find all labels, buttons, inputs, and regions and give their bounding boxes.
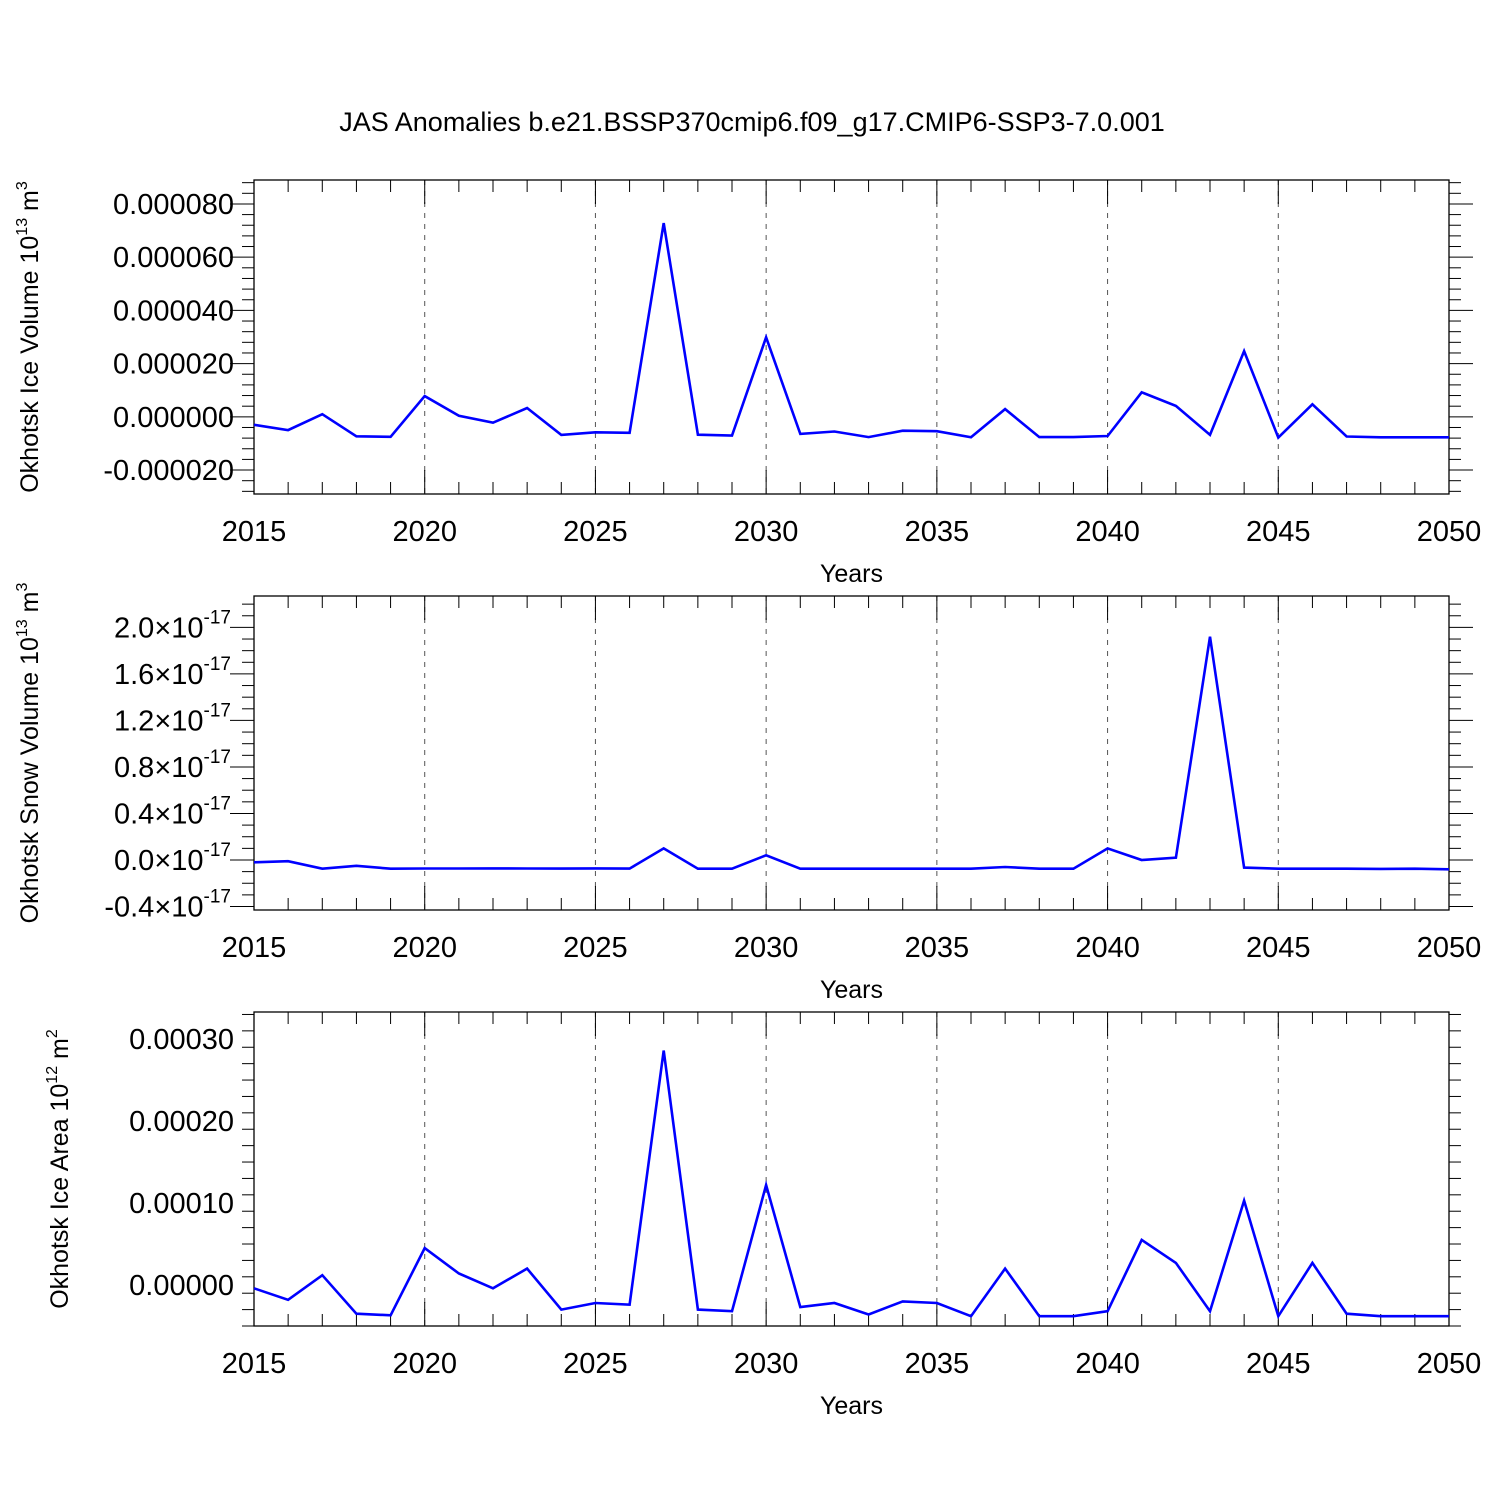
x-tick-label: 2030 bbox=[734, 1348, 799, 1380]
x-tick-label: 2050 bbox=[1417, 516, 1482, 548]
panel-ice-area: 0.00000 0.00010 0.00020 0.00030 2015 2020 2025… bbox=[44, 1011, 1482, 1420]
y-tick-label: -0.4×10-17 bbox=[104, 887, 231, 924]
y-tick-value: 0.4 bbox=[114, 798, 154, 830]
y-tick-value: 1.2 bbox=[114, 705, 154, 737]
plot-frame bbox=[253, 179, 1450, 495]
y-axis-label-exp: 13 bbox=[14, 619, 31, 637]
y-tick-exponent: -17 bbox=[204, 887, 231, 908]
y-tick-label: 0.000000 bbox=[113, 402, 234, 434]
x-tick-label: 2020 bbox=[392, 1348, 457, 1380]
y-tick-value: 0.8 bbox=[114, 752, 154, 784]
y-tick-label: 1.6×10-17 bbox=[114, 654, 231, 691]
y-tick-value: 2.0 bbox=[114, 612, 154, 644]
y-tick-label: -0.000020 bbox=[103, 455, 234, 487]
y-axis-label-unit: m bbox=[16, 592, 44, 620]
y-axis-label-text: Okhotsk Ice Area 10 bbox=[46, 1084, 74, 1309]
y-tick-exponent: -17 bbox=[204, 840, 231, 861]
x-tick-label: 2025 bbox=[563, 516, 628, 548]
series-line bbox=[253, 636, 1450, 871]
x-tick-label: 2045 bbox=[1246, 932, 1311, 964]
panel-snow-volume: -0.4×10-170.0×10-170.4×10-170.8×10-171.2… bbox=[14, 583, 1481, 1004]
y-tick-value: 1.6 bbox=[114, 659, 154, 691]
y-tick-multiplier: ×10 bbox=[154, 612, 203, 644]
x-tick-label: 2015 bbox=[222, 516, 287, 548]
x-tick-label: 2045 bbox=[1246, 1348, 1311, 1380]
x-tick-label: 2015 bbox=[222, 1348, 287, 1380]
y-tick-value: 0.0 bbox=[114, 845, 154, 877]
y-tick-label: 0.8×10-17 bbox=[114, 747, 231, 784]
y-tick-exponent: -17 bbox=[204, 654, 231, 675]
y-tick-multiplier: ×10 bbox=[154, 892, 203, 924]
y-tick-exponent: -17 bbox=[204, 747, 231, 768]
x-tick-label: 2030 bbox=[734, 932, 799, 964]
plot-frame bbox=[253, 595, 1450, 911]
y-tick-multiplier: ×10 bbox=[154, 705, 203, 737]
series-line bbox=[253, 1050, 1449, 1320]
x-axis-label: Years bbox=[820, 560, 883, 588]
y-tick-label: 1.2×10-17 bbox=[114, 700, 231, 737]
series-line bbox=[253, 222, 1449, 440]
x-tick-label: 2035 bbox=[905, 1348, 970, 1380]
y-axis-label: Okhotsk Ice Area 1012 m2 bbox=[44, 1029, 74, 1309]
x-tick-label: 2035 bbox=[905, 516, 970, 548]
y-tick-label: 0.00020 bbox=[129, 1106, 234, 1138]
y-axis-label-unit-exp: 3 bbox=[14, 181, 31, 190]
y-axis-label: Okhotsk Ice Volume 1013 m3 bbox=[14, 181, 44, 493]
y-axis-label-unit: m bbox=[46, 1038, 74, 1066]
panels: -0.000020 0.000000 0.000020 0.000040 0.00006… bbox=[14, 179, 1482, 1420]
y-axis-label: Okhotsk Snow Volume 1013 m3 bbox=[14, 583, 44, 924]
y-axis-label-unit-exp: 3 bbox=[14, 583, 31, 592]
y-axis-label-unit: m bbox=[16, 190, 44, 218]
y-axis-label-exp: 12 bbox=[44, 1066, 61, 1084]
y-tick-label: 0.00010 bbox=[129, 1188, 234, 1220]
y-tick-multiplier: ×10 bbox=[154, 798, 203, 830]
panel-ice-volume: -0.000020 0.000000 0.000020 0.000040 0.00006… bbox=[14, 179, 1482, 588]
y-tick-label: 0.000040 bbox=[113, 295, 234, 327]
y-tick-label: 0.000060 bbox=[113, 242, 234, 274]
x-tick-label: 2030 bbox=[734, 516, 799, 548]
y-axis-label-exp: 13 bbox=[14, 218, 31, 236]
y-tick-label: 0.00030 bbox=[129, 1024, 234, 1056]
y-tick-multiplier: ×10 bbox=[154, 659, 203, 691]
x-tick-label: 2050 bbox=[1417, 932, 1482, 964]
y-tick-label: 0.000020 bbox=[113, 349, 234, 381]
plot-frame bbox=[253, 1011, 1450, 1327]
y-tick-label: 0.4×10-17 bbox=[114, 793, 231, 830]
y-tick-label: 0.000080 bbox=[113, 189, 234, 221]
x-tick-label: 2025 bbox=[563, 932, 628, 964]
y-tick-label: 0.0×10-17 bbox=[114, 840, 231, 877]
y-tick-value: -0.4 bbox=[104, 892, 154, 924]
x-tick-label: 2045 bbox=[1246, 516, 1311, 548]
x-tick-label: 2020 bbox=[392, 516, 457, 548]
x-tick-label: 2040 bbox=[1075, 932, 1140, 964]
y-tick-exponent: -17 bbox=[204, 700, 231, 721]
y-tick-multiplier: ×10 bbox=[154, 845, 203, 877]
y-axis-label-text: Okhotsk Snow Volume 10 bbox=[16, 637, 44, 923]
y-tick-label: 2.0×10-17 bbox=[114, 607, 231, 644]
figure-title: JAS Anomalies b.e21.BSSP370cmip6.f09_g17… bbox=[339, 107, 1165, 137]
x-axis-label: Years bbox=[820, 976, 883, 1004]
x-tick-label: 2035 bbox=[905, 932, 970, 964]
x-tick-label: 2050 bbox=[1417, 1348, 1482, 1380]
y-tick-label: 0.00000 bbox=[129, 1270, 234, 1302]
x-tick-label: 2020 bbox=[392, 932, 457, 964]
y-axis-label-unit-exp: 2 bbox=[44, 1029, 61, 1038]
y-tick-exponent: -17 bbox=[204, 793, 231, 814]
y-axis-label-text: Okhotsk Ice Volume 10 bbox=[16, 236, 44, 493]
x-tick-label: 2040 bbox=[1075, 1348, 1140, 1380]
x-tick-label: 2015 bbox=[222, 932, 287, 964]
x-axis-label: Years bbox=[820, 1392, 883, 1420]
x-tick-label: 2040 bbox=[1075, 516, 1140, 548]
y-tick-multiplier: ×10 bbox=[154, 752, 203, 784]
y-tick-exponent: -17 bbox=[204, 607, 231, 628]
x-tick-label: 2025 bbox=[563, 1348, 628, 1380]
